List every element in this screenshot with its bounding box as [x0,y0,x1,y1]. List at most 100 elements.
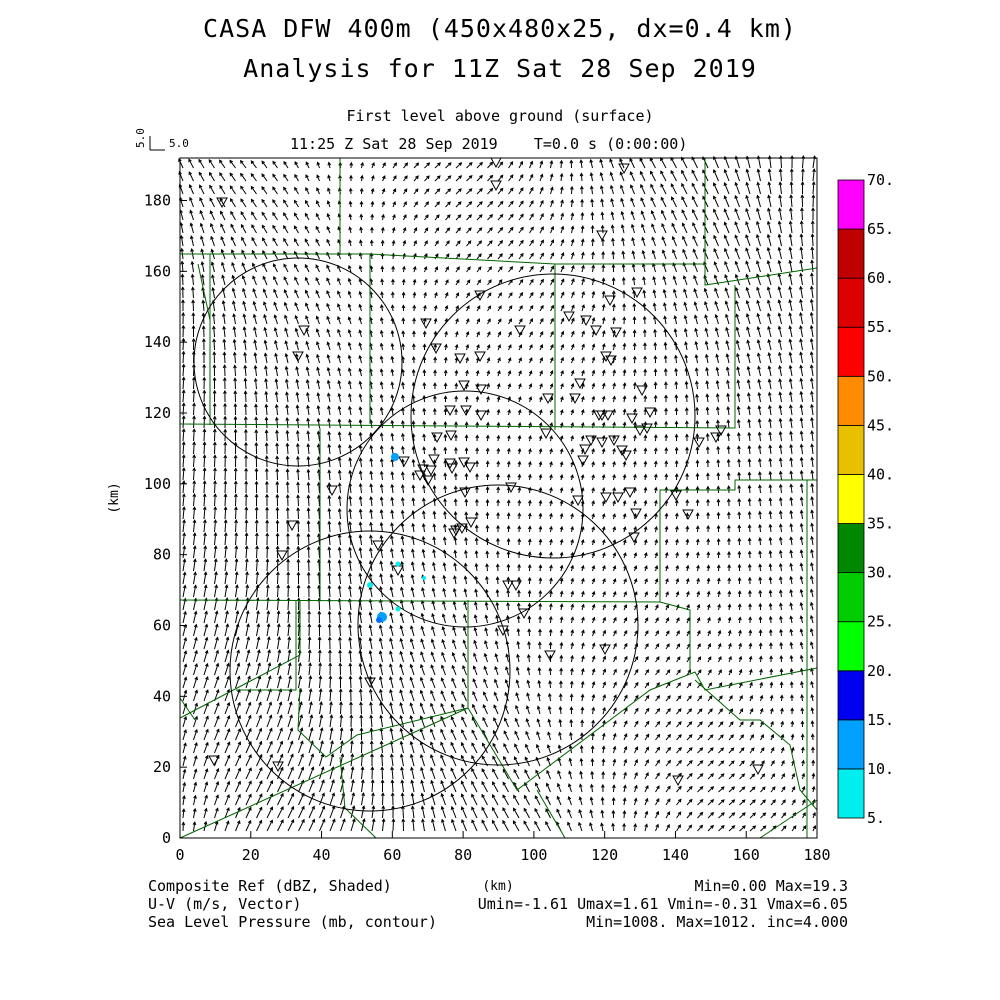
wind-vector-head [182,506,186,511]
wind-vector-head [422,343,427,348]
wind-vector [251,199,257,208]
wind-vector-head [192,480,197,485]
wind-vector-head [359,701,363,706]
wind-vector [492,794,499,806]
wind-vector-head [371,792,375,797]
wind-vector [513,820,520,832]
wind-vector [256,637,260,650]
wind-vector [214,624,218,637]
wind-vector-head [495,563,500,568]
wind-vector-head [213,454,217,459]
wind-vector [463,614,467,624]
wind-vector-head [307,649,312,654]
wind-vector-head [321,779,325,784]
wind-vector [244,352,247,364]
wind-vector-head [390,445,395,450]
wind-vector-head [507,370,512,375]
wind-vector [444,524,446,533]
wind-vector-head [440,792,445,797]
wind-vector-head [286,610,291,615]
wind-vector-head [466,305,470,310]
wind-vector-head [262,288,267,293]
wind-vector [298,676,302,689]
wind-vector-head [180,273,185,278]
wind-vector [317,380,320,390]
wind-vector [430,716,436,728]
wind-vector-head [210,235,214,240]
wind-vector-head [266,610,271,615]
wind-vector-head [328,649,332,654]
wind-vector-head [252,300,257,305]
wind-vector [421,587,425,598]
wind-vector [328,534,331,546]
wind-vector [340,728,343,741]
wind-vector-head [244,519,249,524]
wind-vector [189,210,194,221]
wind-vector [455,227,461,234]
wind-vector [337,278,341,286]
wind-vector-head [381,818,386,823]
wind-vector [251,250,257,260]
wind-vector [359,419,362,429]
wind-vector [410,664,415,676]
wind-vector [318,585,320,598]
wind-vector-head [337,443,342,448]
wind-vector-head [225,649,230,654]
wind-vector [203,546,206,559]
wind-vector [193,429,195,442]
wind-vector-head [337,469,342,474]
wind-vector-head [462,665,466,670]
wind-vector [433,524,436,533]
wind-vector-head [215,688,220,693]
wind-vector-head [404,162,409,167]
wind-vector [264,327,268,338]
wind-vector [214,702,220,715]
wind-vector [182,716,187,728]
wind-vector-head [337,367,341,372]
wind-vector-head [475,369,480,374]
wind-vector [391,395,394,403]
wind-vector-head [494,665,498,670]
wind-vector [421,626,425,637]
wind-vector [451,819,457,832]
wind-vector [256,572,259,585]
wind-vector [487,240,493,247]
wind-vector [464,576,467,585]
wind-vector-head [463,600,467,606]
wind-vector [193,677,198,689]
wind-vector [412,395,415,403]
wind-vector-head [295,391,300,396]
wind-vector-head [358,290,363,295]
wind-vector-head [210,261,215,266]
wind-vector [306,354,310,364]
wind-vector [235,585,238,598]
wind-vector [461,729,467,741]
wind-vector-head [433,317,438,322]
wind-vector-head [243,428,248,433]
wind-vector [182,429,185,442]
wind-vector [327,380,331,390]
wind-vector-head [234,571,239,576]
wind-vector-head [337,482,342,487]
wind-vector [451,703,457,715]
wind-vector [399,689,404,702]
wind-vector [391,407,394,416]
wind-vector [431,819,436,832]
wind-vector [235,507,237,520]
wind-vector-head [265,545,270,550]
wind-vector-head [294,186,298,191]
wind-vector [298,715,303,728]
wind-vector [277,819,284,832]
wind-vector [359,394,362,403]
wind-vector-head [471,755,475,759]
wind-vector-head [203,545,208,550]
wind-vector-head [348,572,352,577]
wind-vector-head [233,480,238,485]
wind-vector-head [447,188,452,193]
wind-vector [391,510,394,520]
wind-vector [219,172,226,182]
wind-vector-head [210,248,215,253]
wind-vector [241,224,247,234]
wind-vector-head [192,441,196,446]
wind-vector [263,289,268,299]
